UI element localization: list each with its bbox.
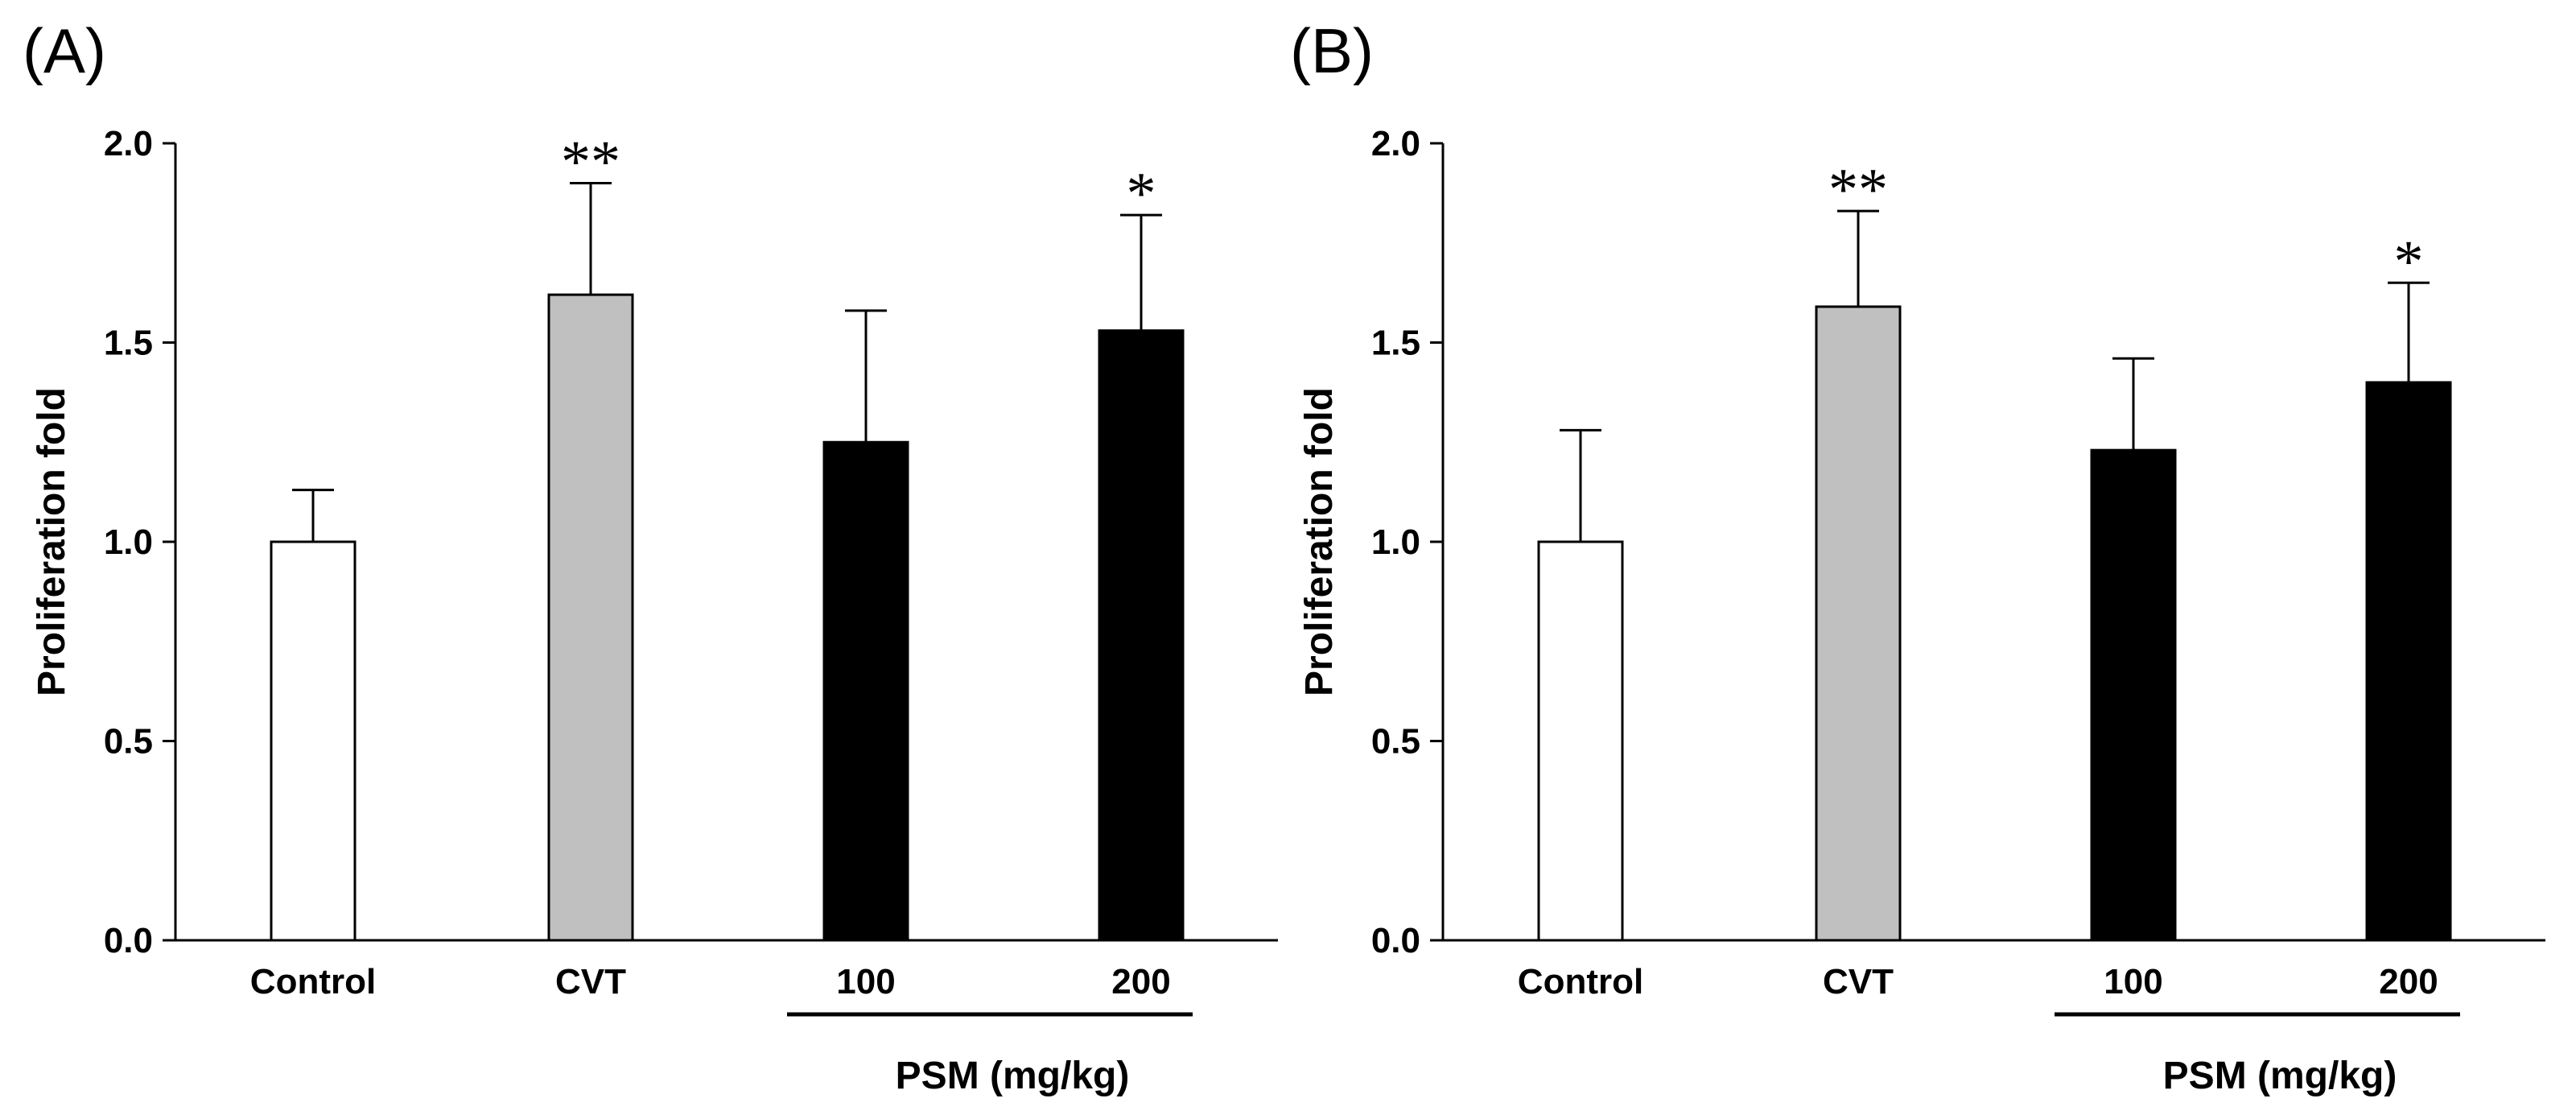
y-axis-title: Proliferation fold (31, 387, 73, 696)
y-tick-label: 1.5 (1371, 324, 1420, 363)
y-tick-label: 0.5 (104, 722, 153, 762)
chart-panel-b: (B) 0.0 0.5 1.0 1.5 2.0 Proliferation fold Con… (1267, 0, 2555, 1119)
significance-mark: * (1127, 161, 1156, 227)
y-tick-label: 1.0 (1371, 522, 1420, 562)
bar-control (270, 540, 357, 942)
x-tick-label: 200 (1111, 962, 1170, 1001)
x-tick-label: 200 (2379, 962, 2438, 1001)
x-tick-label: 100 (836, 962, 895, 1001)
bar-100 (2090, 448, 2177, 942)
panel-label: (B) (1290, 15, 1374, 86)
significance-mark: * (2394, 229, 2424, 295)
bar-200 (1098, 329, 1185, 942)
x-tick-label: CVT (555, 962, 626, 1001)
panel-label: (A) (23, 15, 106, 86)
bar-control (1537, 540, 1624, 942)
bar-chart-a: 0.0 0.5 1.0 1.5 2.0 Proliferation fold Control… (31, 124, 1278, 1097)
bar-cvt (1815, 305, 1902, 942)
y-tick-label: 0.0 (104, 921, 153, 960)
significance-mark: ** (1828, 157, 1888, 223)
y-tick-label: 0.5 (1371, 722, 1420, 762)
y-tick-label: 0.0 (1371, 921, 1420, 960)
y-tick-label: 2.0 (104, 124, 153, 163)
chart-panel-a: (A) 0.0 0.5 1.0 1.5 2.0 Proliferation fold Con… (23, 15, 1278, 1097)
group-label: PSM (mg/kg) (2163, 1055, 2397, 1097)
bar-200 (2365, 381, 2452, 942)
group-label: PSM (mg/kg) (896, 1055, 1130, 1097)
bar-100 (822, 440, 909, 942)
bar-cvt (547, 293, 634, 942)
y-tick-label: 2.0 (1371, 124, 1420, 163)
x-tick-label: Control (250, 962, 376, 1001)
x-tick-label: Control (1518, 962, 1643, 1001)
y-axis-title: Proliferation fold (1298, 387, 1341, 696)
significance-mark: ** (561, 130, 620, 196)
x-tick-label: 100 (2104, 962, 2162, 1001)
x-tick-label: CVT (1823, 962, 1894, 1001)
bar-chart-b: 0.0 0.5 1.0 1.5 2.0 Proliferation fold Control… (1298, 124, 2545, 1097)
y-tick-label: 1.0 (104, 522, 153, 562)
y-tick-label: 1.5 (104, 324, 153, 363)
